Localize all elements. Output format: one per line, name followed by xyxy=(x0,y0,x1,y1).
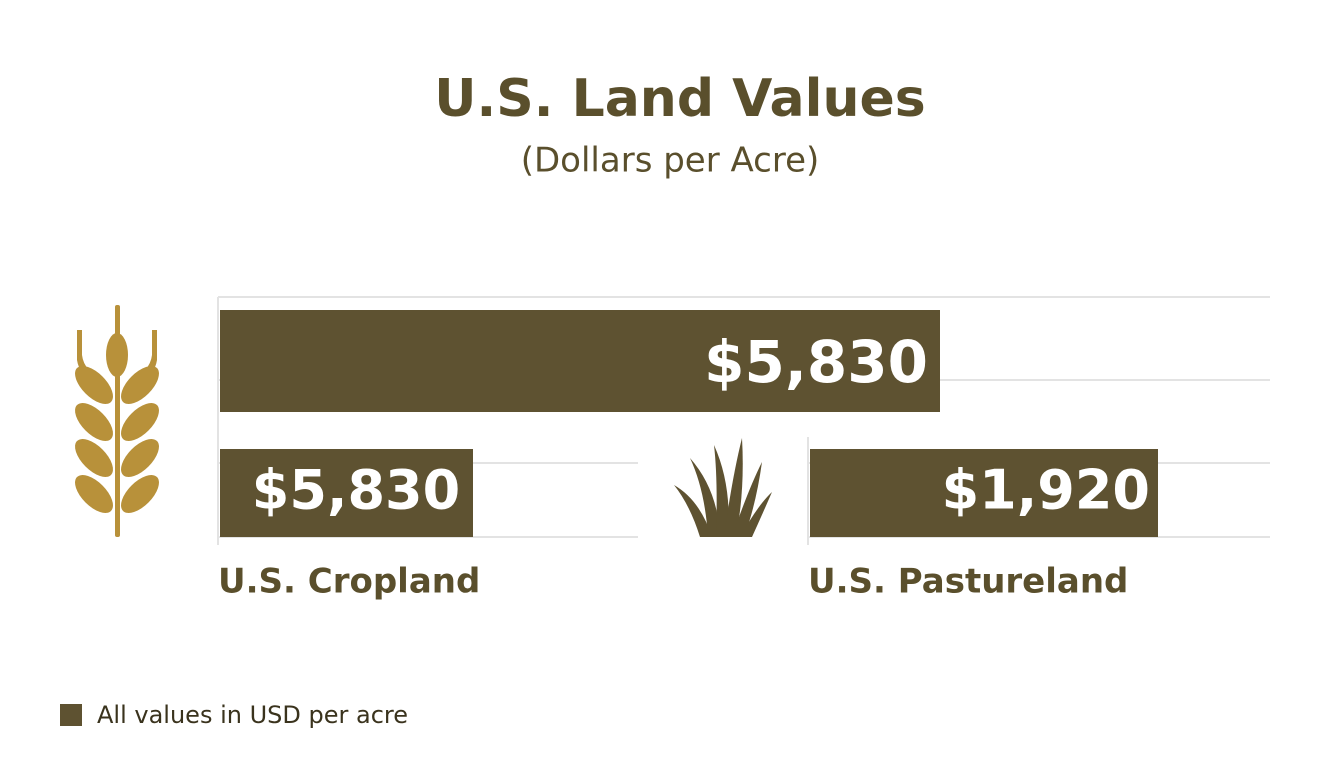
legend-swatch xyxy=(60,704,82,726)
highlight-bar xyxy=(220,310,940,412)
cropland-bar xyxy=(220,449,473,537)
wheat-icon xyxy=(75,305,159,537)
title: U.S. Land Values xyxy=(434,69,925,129)
pastureland-label: U.S. Pastureland xyxy=(808,562,1128,602)
highlight-value: $5,830 xyxy=(704,328,928,396)
footnote: All values in USD per acre xyxy=(97,701,408,729)
pastureland-bar xyxy=(810,449,1158,537)
pastureland-value: $1,920 xyxy=(942,459,1150,522)
grass-icon xyxy=(674,438,772,537)
cropland-value: $5,830 xyxy=(252,459,460,522)
cropland-label: U.S. Cropland xyxy=(218,562,480,602)
subtitle: (Dollars per Acre) xyxy=(521,141,820,181)
